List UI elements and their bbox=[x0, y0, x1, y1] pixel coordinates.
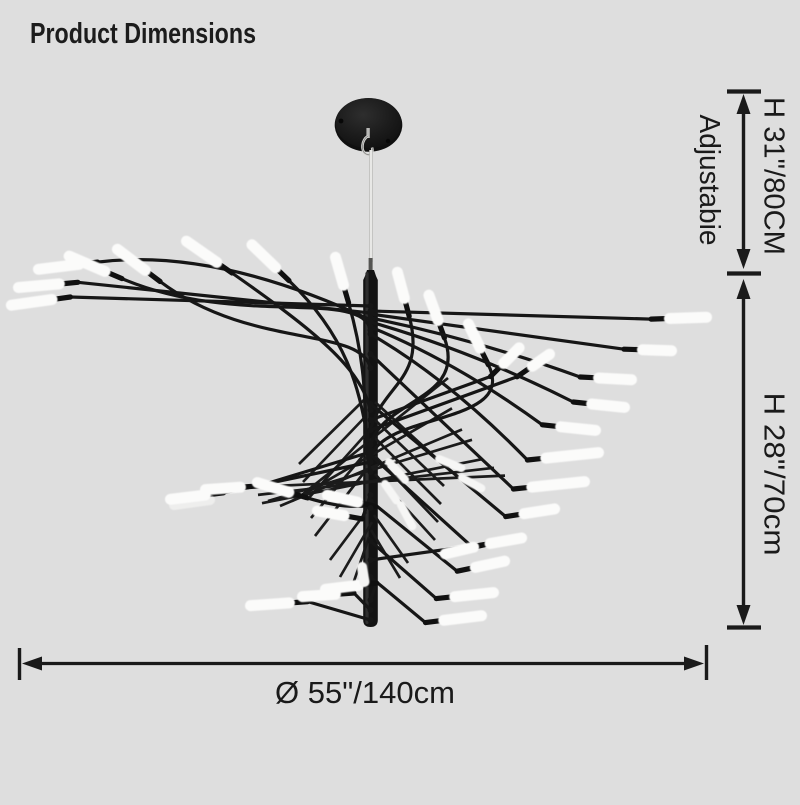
svg-text:H 28"/70cm: H 28"/70cm bbox=[758, 393, 790, 556]
svg-text:Ø 55"/140cm: Ø 55"/140cm bbox=[275, 675, 455, 710]
svg-text:H 31"/80CM: H 31"/80CM bbox=[758, 97, 790, 255]
svg-text:Adjustabie: Adjustabie bbox=[693, 115, 725, 246]
svg-text:Product Dimensions: Product Dimensions bbox=[30, 18, 256, 50]
